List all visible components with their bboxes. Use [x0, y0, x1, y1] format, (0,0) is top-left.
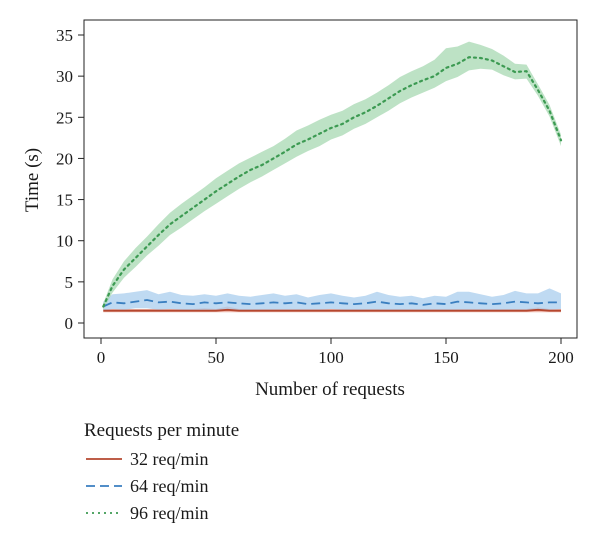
y-tick-label: 0 — [65, 314, 74, 333]
confidence-bands — [103, 41, 562, 313]
y-tick-label: 30 — [56, 67, 73, 86]
legend-label-96-req-min: 96 req/min — [130, 503, 209, 523]
x-tick-label: 0 — [97, 348, 106, 367]
y-tick-label: 25 — [56, 108, 73, 127]
x-axis-title: Number of requests — [255, 379, 405, 400]
band-96-req-min — [103, 41, 562, 310]
x-tick-label: 50 — [208, 348, 225, 367]
x-tick-label: 200 — [548, 348, 574, 367]
legend: Requests per minute 32 req/min 64 req/min… — [84, 420, 239, 523]
band-64-req-min — [103, 288, 562, 311]
series-line-64-req-min — [102, 299, 561, 308]
legend-title: Requests per minute — [84, 420, 239, 441]
y-tick-label: 5 — [65, 273, 74, 292]
axes: 0 50 100 150 200 0 5 10 15 20 25 30 35 — [56, 19, 578, 367]
x-tick-label: 150 — [433, 348, 459, 367]
series-line-32-req-min — [103, 308, 561, 312]
y-tick-label: 35 — [56, 26, 73, 45]
y-axis-title: Time (s) — [22, 148, 43, 212]
series-line-96-req-min — [102, 56, 563, 308]
y-tick-label: 15 — [56, 191, 73, 210]
series-lines — [102, 56, 563, 312]
x-tick-label: 100 — [318, 348, 344, 367]
y-tick-label: 10 — [56, 232, 73, 251]
y-tick-label: 20 — [56, 149, 73, 168]
legend-label-32-req-min: 32 req/min — [130, 449, 209, 469]
legend-label-64-req-min: 64 req/min — [130, 476, 209, 496]
